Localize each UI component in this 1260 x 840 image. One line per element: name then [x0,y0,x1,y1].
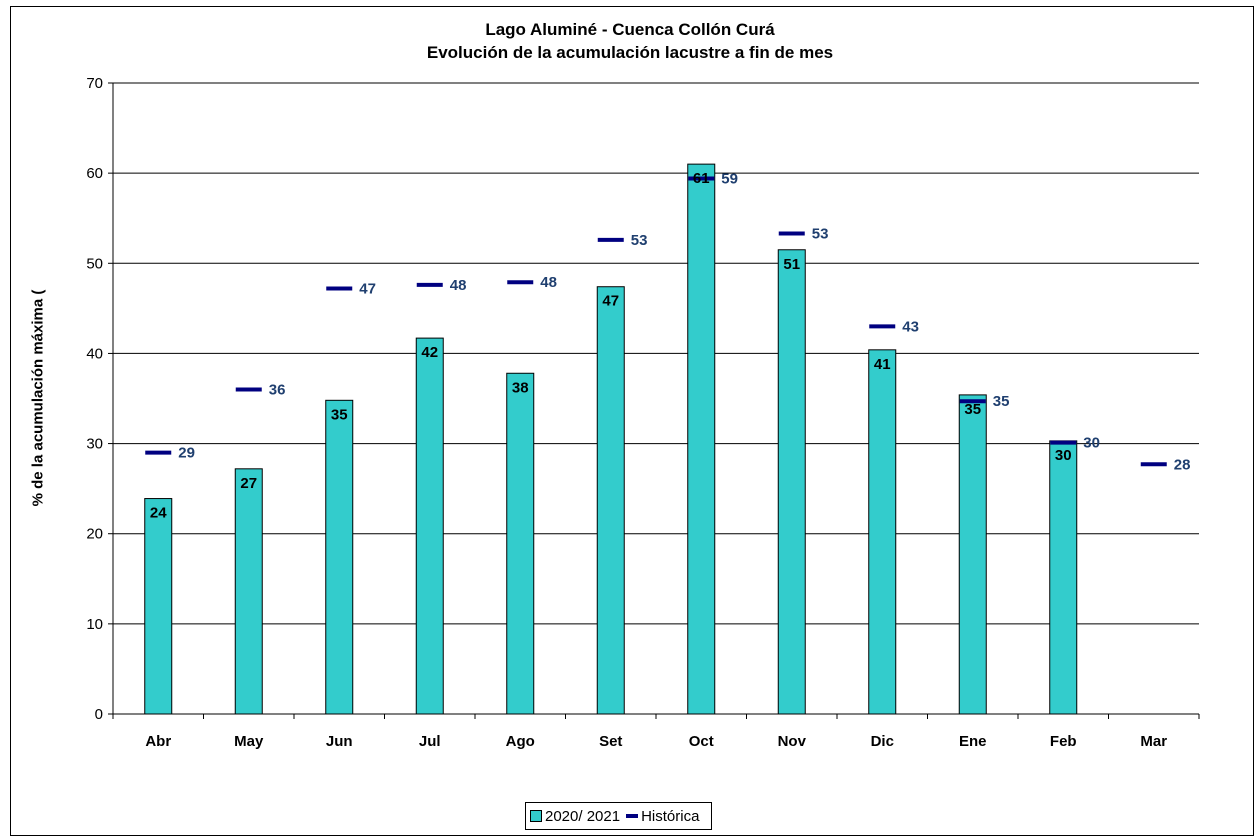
bar-value-label: 47 [602,293,619,310]
bar [596,286,625,715]
x-tick-label: Abr [145,733,171,750]
bar [777,249,806,715]
y-tick-label: 20 [86,526,103,543]
x-tick-label: Ene [959,733,987,750]
bar [234,468,263,715]
bar [687,163,716,715]
historical-value-label: 48 [540,274,557,291]
legend-swatch-bars [530,810,542,822]
bars [144,163,1078,715]
bar [958,394,987,715]
chart-frame [10,6,1254,836]
bar [415,337,444,715]
y-tick-label: 0 [95,706,103,723]
y-tick-label: 10 [86,616,103,633]
historical-value-label: 36 [269,381,286,398]
bar-value-label: 27 [240,475,257,492]
legend-swatch-hist [626,814,639,818]
historical-value-label: 30 [1083,435,1100,452]
legend-item-bars: 2020/ 2021 [530,808,620,825]
historical-value-label: 53 [631,232,648,249]
chart-title: Lago Aluminé - Cuenca Collón Curá [485,20,775,39]
legend-label-hist: Histórica [641,807,700,825]
historical-value-label: 29 [178,445,195,462]
x-tick-label: Set [599,733,622,750]
historical-value-label: 47 [359,281,376,298]
data-labels: 24 27 35 42 38 47 61 51 41 35 30 29 36 47 48 48 53 59 53 43… [150,170,1191,521]
bar-value-label: 30 [1055,447,1072,464]
historical-value-label: 43 [902,318,919,335]
x-tick-label: Nov [778,733,807,750]
bar-value-label: 61 [693,170,710,187]
x-tick-label: Feb [1050,733,1077,750]
x-tick-label: Mar [1140,733,1167,750]
y-tick-label: 60 [86,165,103,182]
legend: 2020/ 2021 Histórica [525,802,713,830]
bar-value-label: 35 [331,406,348,423]
historical-value-label: 59 [721,171,738,188]
x-tick-label: Ago [506,733,535,750]
y-axis-label: % de la acumulación máxima ( [29,289,47,507]
x-tick-label: Jul [419,733,441,750]
bar-value-label: 42 [421,344,438,361]
bar [325,399,354,715]
axes: 0 10 20 30 40 50 60 70 Abr May Jun Jul Ago Set Oct Nov D… [86,75,1200,750]
gridlines [113,82,1199,625]
bar [144,498,173,715]
historical-markers [145,176,1167,467]
bar-value-label: 35 [964,401,981,418]
x-tick-label: Jun [326,733,353,750]
y-tick-label: 40 [86,345,103,362]
historical-value-label: 53 [812,226,829,243]
bar-value-label: 24 [150,505,167,522]
legend-label-bars: 2020/ 2021 [545,807,621,825]
historical-value-label: 28 [1174,456,1191,473]
y-tick-label: 30 [86,436,103,453]
x-tick-label: May [234,733,264,750]
legend-item-hist: Histórica [626,808,699,825]
chart-subtitle: Evolución de la acumulación lacustre a f… [426,43,834,62]
historical-value-label: 35 [993,393,1010,410]
y-tick-label: 50 [86,255,103,272]
historical-value-label: 48 [450,277,467,294]
bar-value-label: 38 [512,379,529,396]
bar-value-label: 51 [783,256,800,273]
bar [1049,440,1078,715]
bar [506,372,535,715]
x-tick-label: Dic [871,733,894,750]
y-tick-label: 70 [86,75,103,92]
bar [868,349,897,715]
bar-value-label: 41 [874,356,891,373]
x-tick-label: Oct [689,733,714,750]
